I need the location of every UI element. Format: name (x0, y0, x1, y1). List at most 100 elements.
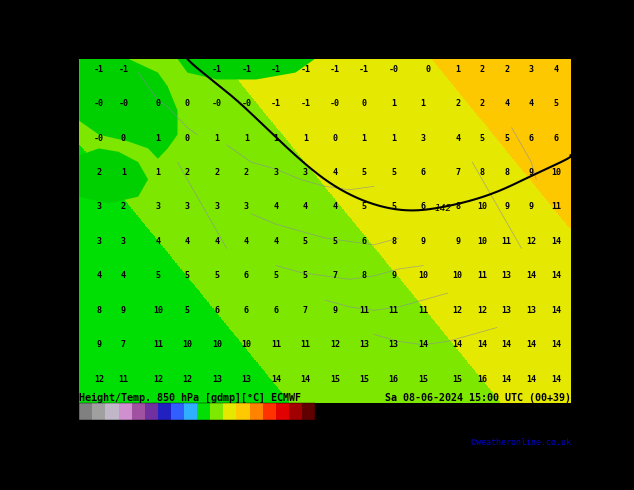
Text: 14: 14 (501, 375, 512, 384)
Text: 5: 5 (273, 271, 278, 280)
Text: 1: 1 (421, 99, 425, 108)
Text: 6: 6 (553, 134, 559, 143)
Text: 5: 5 (303, 237, 307, 246)
Text: 5: 5 (185, 306, 190, 315)
Text: 4: 4 (273, 237, 278, 246)
Text: 0: 0 (185, 99, 190, 108)
Text: 9: 9 (121, 306, 126, 315)
Text: 11: 11 (477, 271, 487, 280)
Text: 10: 10 (453, 271, 463, 280)
Text: 8: 8 (480, 168, 484, 177)
Text: 4: 4 (303, 202, 307, 212)
Text: 9: 9 (391, 271, 396, 280)
Text: 10: 10 (477, 237, 487, 246)
Text: 8: 8 (362, 271, 366, 280)
Text: -1: -1 (301, 65, 310, 74)
Text: 14: 14 (526, 375, 536, 384)
Text: 1: 1 (155, 168, 160, 177)
Text: 0: 0 (362, 99, 366, 108)
Text: 2: 2 (244, 168, 249, 177)
Text: 7: 7 (303, 306, 307, 315)
Text: 4: 4 (244, 237, 249, 246)
Text: 1: 1 (455, 65, 460, 74)
Text: 5: 5 (185, 271, 190, 280)
Text: 7: 7 (332, 271, 337, 280)
Text: 0: 0 (185, 134, 190, 143)
Text: 6: 6 (273, 306, 278, 315)
Text: 11: 11 (301, 340, 310, 349)
Text: 5: 5 (155, 271, 160, 280)
Text: 7: 7 (455, 168, 460, 177)
Text: 12: 12 (183, 375, 192, 384)
Text: 9: 9 (421, 237, 425, 246)
Text: 5: 5 (553, 99, 559, 108)
Text: 12: 12 (330, 340, 340, 349)
Text: 15: 15 (418, 375, 428, 384)
Text: 5: 5 (391, 202, 396, 212)
Text: 4: 4 (155, 237, 160, 246)
Text: 6: 6 (244, 271, 249, 280)
Text: 13: 13 (389, 340, 399, 349)
Text: -1: -1 (301, 99, 310, 108)
Text: 10: 10 (212, 340, 222, 349)
Text: 16: 16 (389, 375, 399, 384)
Text: 6: 6 (362, 237, 366, 246)
Text: 6: 6 (421, 202, 425, 212)
Text: 12: 12 (453, 306, 463, 315)
Text: 10: 10 (477, 202, 487, 212)
Polygon shape (133, 118, 148, 128)
Text: -0: -0 (389, 65, 399, 74)
Text: 1: 1 (303, 134, 307, 143)
Text: 8: 8 (455, 202, 460, 212)
Text: -1: -1 (94, 65, 104, 74)
Text: 14: 14 (551, 375, 561, 384)
Text: 5: 5 (332, 237, 337, 246)
Text: 10: 10 (418, 271, 428, 280)
Text: -0: -0 (94, 99, 104, 108)
Text: 9: 9 (529, 202, 534, 212)
Text: -1: -1 (242, 65, 251, 74)
Text: 12: 12 (477, 306, 487, 315)
Text: 1: 1 (121, 168, 126, 177)
Text: 13: 13 (501, 306, 512, 315)
Text: 1: 1 (362, 134, 366, 143)
Text: 6: 6 (214, 306, 219, 315)
Text: 4: 4 (96, 271, 101, 280)
Text: Sa 08-06-2024 15:00 UTC (00+39): Sa 08-06-2024 15:00 UTC (00+39) (385, 392, 571, 403)
Text: 2: 2 (121, 202, 126, 212)
Text: 0: 0 (121, 134, 126, 143)
Text: -1: -1 (359, 65, 369, 74)
Text: 5: 5 (303, 271, 307, 280)
Text: 5: 5 (391, 168, 396, 177)
Text: 5: 5 (504, 134, 509, 143)
Text: 12: 12 (526, 237, 536, 246)
Text: 3: 3 (244, 202, 249, 212)
Text: 13: 13 (526, 306, 536, 315)
Text: 4: 4 (504, 99, 509, 108)
Text: 14: 14 (453, 340, 463, 349)
Text: 14: 14 (271, 375, 281, 384)
Text: 1: 1 (214, 134, 219, 143)
Text: 4: 4 (332, 202, 337, 212)
Text: 5: 5 (362, 168, 366, 177)
Text: 14: 14 (526, 340, 536, 349)
Text: -0: -0 (212, 99, 222, 108)
Text: -1: -1 (271, 65, 281, 74)
Text: 2: 2 (480, 65, 484, 74)
Text: 8: 8 (504, 168, 509, 177)
Text: 4: 4 (121, 271, 126, 280)
Text: 2: 2 (96, 168, 101, 177)
Text: 0: 0 (425, 65, 430, 74)
Text: 4: 4 (273, 202, 278, 212)
Text: -1: -1 (212, 65, 222, 74)
Text: 14: 14 (477, 340, 487, 349)
Text: 3: 3 (155, 202, 160, 212)
Text: 3: 3 (421, 134, 425, 143)
Text: 9: 9 (96, 340, 101, 349)
Text: 11: 11 (119, 375, 129, 384)
Text: 11: 11 (501, 237, 512, 246)
Polygon shape (79, 59, 178, 159)
Text: 5: 5 (362, 202, 366, 212)
Text: 4: 4 (529, 99, 534, 108)
Text: 13: 13 (212, 375, 222, 384)
